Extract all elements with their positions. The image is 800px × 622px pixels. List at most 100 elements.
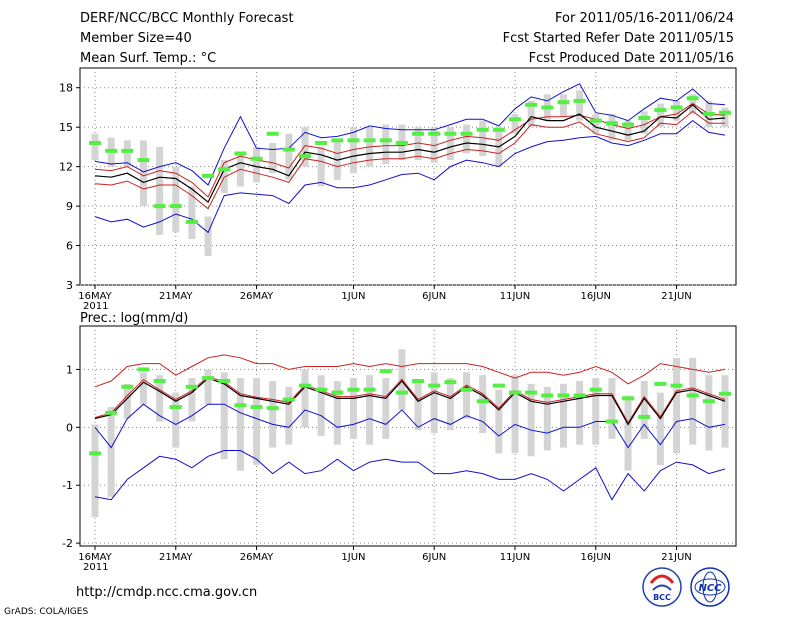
temp-median-mark bbox=[218, 167, 231, 172]
prec-median-mark bbox=[218, 379, 231, 383]
temp-y-tick-label: 15 bbox=[59, 121, 73, 134]
prec-x-tick-label: 6JUN bbox=[422, 552, 446, 563]
forecast-period: For 2011/05/16-2011/06/24 bbox=[555, 11, 734, 26]
prec-median-mark bbox=[395, 390, 408, 395]
temp-x-tick-label: 16JUN bbox=[581, 291, 611, 302]
temp-y-tick-label: 18 bbox=[59, 82, 73, 95]
prec-median-mark bbox=[605, 419, 618, 424]
temp-median-mark bbox=[169, 204, 182, 209]
prec-year-label: 2011 bbox=[83, 562, 108, 573]
temp-spread-box bbox=[511, 114, 519, 134]
temp-x-tick-label: 26MAY bbox=[240, 291, 274, 302]
temp-median-mark bbox=[589, 118, 602, 123]
precipitation-panel: -2 -1 0 1 16MAY 21MAY 26MAY 1JUN 6JUN 11JUN 16JUN 2… bbox=[62, 311, 737, 573]
prec-x-tick-label: 21MAY bbox=[159, 552, 193, 563]
prec-median-mark bbox=[589, 387, 602, 392]
prec-spread-box bbox=[640, 381, 648, 439]
temp-y-tick-label: 9 bbox=[66, 200, 73, 213]
prec-spread-box bbox=[333, 381, 341, 445]
temp-median-mark bbox=[234, 151, 247, 156]
prec-spread-box bbox=[463, 372, 471, 419]
prec-spread-box bbox=[123, 383, 131, 419]
prec-spread-box bbox=[220, 372, 228, 460]
prec-y-tick-label: 0 bbox=[66, 421, 73, 434]
temp-median-mark bbox=[428, 131, 441, 136]
temp-median-mark bbox=[266, 131, 279, 136]
prec-spread-box bbox=[495, 389, 503, 454]
temp-spread-box bbox=[91, 133, 99, 161]
prec-spread-box bbox=[91, 424, 99, 518]
temp-median-mark bbox=[460, 131, 473, 136]
figure-title: DERF/NCC/BCC Monthly Forecast bbox=[80, 11, 294, 26]
prec-median-mark bbox=[315, 387, 328, 392]
temp-median-mark bbox=[282, 147, 295, 152]
prec-spread-box bbox=[285, 386, 293, 445]
temp-median-mark bbox=[492, 127, 505, 132]
prec-median-mark bbox=[299, 383, 311, 388]
temp-median-mark bbox=[137, 158, 150, 163]
source-url: http://cmdp.ncc.cma.gov.cn bbox=[76, 585, 257, 600]
temp-spread-box bbox=[220, 160, 228, 193]
temp-median-mark bbox=[654, 108, 667, 113]
temp-upper-spread-line bbox=[94, 102, 726, 198]
prec-spread-box bbox=[107, 407, 115, 497]
temp-x-tick-label: 16MAY bbox=[78, 291, 112, 302]
prec-x-tick-label: 16MAY bbox=[78, 552, 112, 563]
prec-median-mark bbox=[702, 399, 715, 404]
prec-y-tick-label: -1 bbox=[62, 479, 73, 492]
prec-x-tick-label: 11JUN bbox=[500, 552, 530, 563]
temp-x-tick-label: 21JUN bbox=[661, 291, 691, 302]
prec-spread-box bbox=[527, 383, 535, 457]
prec-median-mark bbox=[89, 451, 101, 456]
temp-spread-box bbox=[188, 186, 196, 239]
produced-date: Fcst Produced Date 2011/05/16 bbox=[529, 51, 734, 66]
prec-spread-box bbox=[269, 381, 277, 448]
refer-date: Fcst Started Refer Date 2011/05/15 bbox=[503, 31, 734, 46]
member-size: Member Size=40 bbox=[80, 31, 192, 46]
temp-median-mark bbox=[185, 219, 198, 224]
temp-spread-box bbox=[430, 127, 438, 163]
prec-x-tick-label: 26MAY bbox=[240, 552, 274, 563]
prec-median-mark bbox=[412, 379, 425, 383]
prec-lower-extreme-line bbox=[94, 450, 726, 501]
temp-spread-box bbox=[139, 140, 147, 207]
prec-spread-box bbox=[656, 392, 664, 465]
prec-median-mark bbox=[654, 381, 667, 386]
prec-median-mark bbox=[622, 396, 635, 401]
prec-lower-spread-line bbox=[94, 375, 726, 424]
temp-spread-box bbox=[236, 153, 244, 187]
temp-lower-extreme-line bbox=[94, 119, 726, 234]
prec-spread-box bbox=[382, 378, 390, 439]
prec-median-mark bbox=[509, 390, 521, 395]
temp-median-mark bbox=[121, 148, 134, 153]
temp-spread-box bbox=[204, 216, 212, 257]
prec-ensemble-mean-line bbox=[94, 377, 726, 426]
temp-spread-box bbox=[301, 127, 309, 167]
temperature-panel: 3 6 9 12 15 18 16MAY 21MAY 26MAY 1JUN 6JUN 11JUN 16J… bbox=[59, 67, 737, 312]
prec-panel-title: Prec.: log(mm/d) bbox=[80, 311, 188, 326]
temp-median-mark bbox=[622, 122, 635, 127]
prec-median-mark bbox=[573, 393, 586, 398]
prec-median-mark bbox=[492, 383, 505, 388]
prec-median-mark bbox=[250, 405, 263, 410]
temp-spread-box bbox=[285, 133, 293, 180]
prec-spread-box bbox=[156, 375, 164, 422]
temp-spread-box bbox=[253, 146, 261, 183]
temp-x-tick-label: 21MAY bbox=[159, 291, 193, 302]
variable-label: Mean Surf. Temp.: °C bbox=[80, 51, 216, 66]
prec-median-mark bbox=[525, 390, 538, 395]
prec-spread-box bbox=[446, 378, 454, 431]
temp-median-mark bbox=[363, 138, 376, 143]
temp-median-mark bbox=[670, 105, 683, 110]
prec-spread-box bbox=[479, 375, 487, 434]
prec-y-tick-label: 1 bbox=[66, 363, 73, 376]
prec-median-mark bbox=[363, 387, 376, 392]
temp-spread-box bbox=[414, 127, 422, 161]
ncc-logo-label: NCC bbox=[698, 583, 722, 594]
prec-spread-box bbox=[511, 375, 519, 454]
temp-x-tick-label: 11JUN bbox=[500, 291, 530, 302]
prec-median-mark bbox=[476, 399, 489, 404]
prec-median-mark bbox=[234, 403, 247, 408]
temp-x-tick-label: 1JUN bbox=[341, 291, 365, 302]
